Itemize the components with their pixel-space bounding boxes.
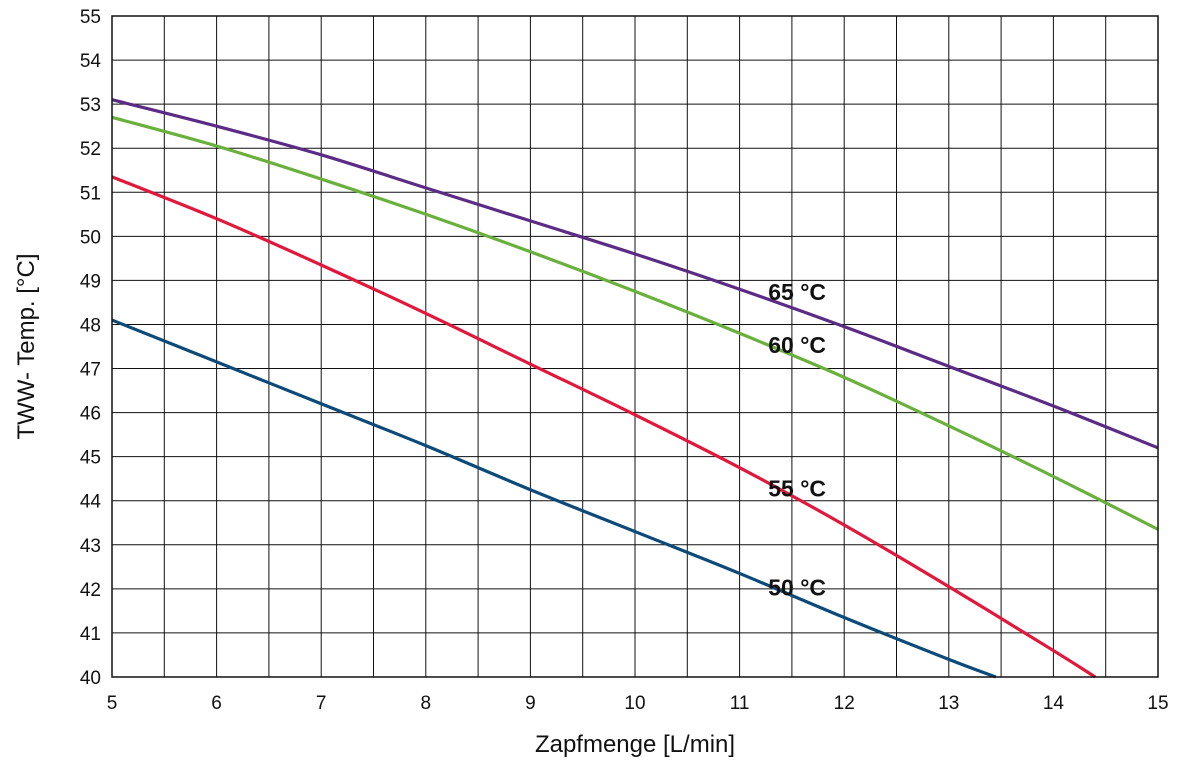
- x-tick-label: 9: [525, 693, 536, 714]
- y-tick-label: 42: [80, 580, 101, 601]
- curve-labels: 65 °C 60 °C 55 °C 50 °C: [768, 279, 826, 600]
- x-tick-label: 14: [1043, 693, 1065, 714]
- y-tick-label: 49: [80, 271, 101, 292]
- y-tick-label: 41: [80, 624, 101, 645]
- y-tick-label: 43: [80, 536, 101, 557]
- y-tick-label: 54: [80, 51, 102, 72]
- x-tick-label: 15: [1147, 693, 1168, 714]
- y-tick-label: 50: [80, 227, 101, 248]
- y-tick-label: 45: [80, 448, 101, 469]
- y-tick-label: 55: [80, 7, 101, 28]
- x-tick-label: 8: [421, 693, 432, 714]
- curve-label: 65 °C: [768, 279, 826, 305]
- tick-labels: 5 6 7 8 9 10 11 12 13 14 15 40 41 42 43 44 45 46 47 48 49 50 5…: [80, 7, 1169, 714]
- grid: [111, 15, 1159, 678]
- x-tick-label: 6: [211, 693, 222, 714]
- y-tick-label: 51: [80, 183, 101, 204]
- curve-label: 50 °C: [768, 574, 826, 600]
- series-line: [111, 98, 1159, 450]
- y-axis-title: TWW- Temp. [°C]: [13, 253, 40, 439]
- x-tick-label: 12: [834, 693, 855, 714]
- y-tick-label: 47: [80, 360, 101, 381]
- x-tick-label: 11: [730, 693, 750, 714]
- series-line: [111, 115, 1159, 531]
- y-tick-label: 53: [80, 95, 101, 116]
- x-tick-label: 5: [107, 693, 118, 714]
- y-tick-label: 46: [80, 404, 101, 425]
- series-line: [111, 175, 1097, 679]
- y-tick-label: 48: [80, 315, 101, 336]
- series-line: [111, 318, 997, 679]
- x-tick-label: 7: [316, 693, 327, 714]
- curve-label: 60 °C: [768, 332, 826, 358]
- x-axis-title: Zapfmenge [L/min]: [535, 731, 735, 758]
- plot-frame: [111, 15, 1159, 678]
- curve-label: 55 °C: [768, 475, 826, 501]
- y-tick-label: 40: [80, 668, 101, 689]
- x-tick-label: 10: [624, 693, 645, 714]
- x-tick-label: 13: [938, 693, 959, 714]
- y-tick-label: 44: [80, 492, 102, 513]
- y-tick-label: 52: [80, 139, 101, 160]
- series-lines: [111, 98, 1159, 679]
